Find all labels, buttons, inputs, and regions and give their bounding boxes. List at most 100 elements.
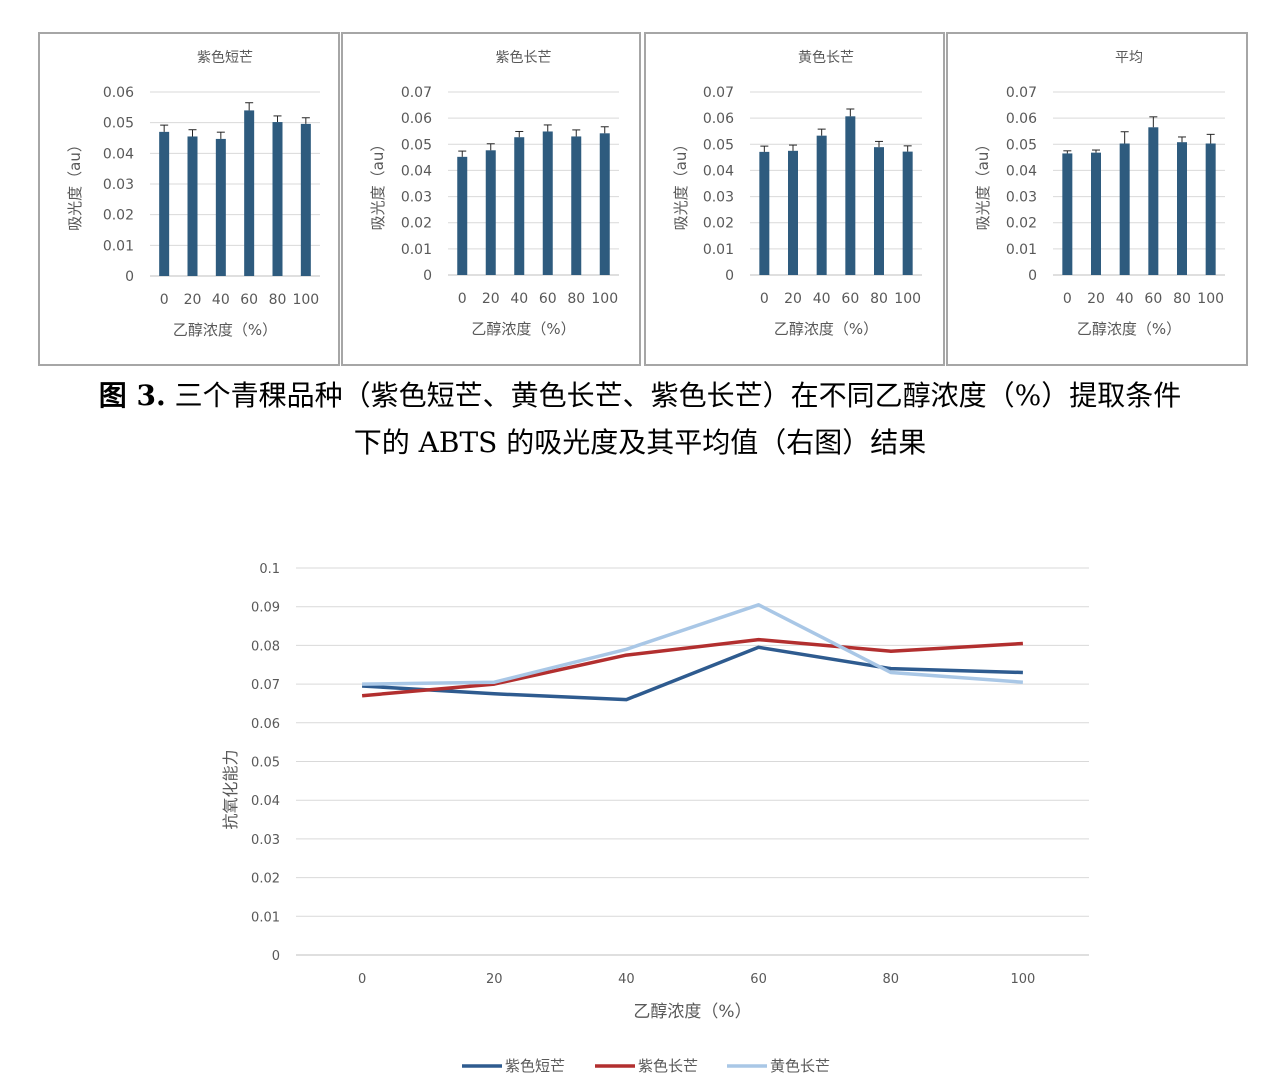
y-tick-label: 0.07 — [1006, 85, 1037, 101]
chart-title: 平均 — [1115, 50, 1143, 66]
y-axis-label: 吸光度（au） — [66, 137, 84, 231]
x-tick-label: 40 — [813, 291, 831, 307]
x-tick-label: 80 — [269, 292, 287, 308]
bar — [542, 131, 553, 275]
bar-chart-purple-long-awn: 紫色长芒 0 0.01 0.02 0.03 0.04 0.05 0.06 0.07 0 20 40 60… — [369, 49, 619, 338]
x-tick-label: 60 — [240, 292, 258, 308]
x-tick-label: 80 — [1173, 291, 1191, 307]
bar — [788, 150, 798, 275]
y-tick-label: 0.07 — [703, 85, 734, 101]
x-tick-label: 100 — [591, 291, 618, 307]
x-tick-label: 20 — [486, 972, 503, 987]
y-tick-label: 0.02 — [103, 208, 134, 224]
y-tick-label: 0 — [272, 949, 280, 964]
caption-text-1: 三个青稞品种（紫色短芒、黄色长芒、紫色长芒）在不同乙醇浓度（%）提取条件 — [165, 379, 1182, 412]
bar — [300, 123, 311, 276]
y-tick-label: 0.06 — [401, 111, 432, 127]
chart-title: 紫色短芒 — [197, 49, 253, 66]
y-tick-label: 0.04 — [703, 163, 734, 179]
y-tick-label: 0.03 — [103, 177, 134, 193]
legend-label: 紫色短芒 — [505, 1057, 565, 1075]
bar — [1062, 153, 1073, 275]
x-tick-label: 60 — [841, 291, 859, 307]
bar — [874, 147, 884, 275]
y-tick-label: 0.06 — [103, 85, 134, 101]
bar — [1091, 152, 1101, 275]
bar-chart-average: 平均 0 0.01 0.02 0.03 0.04 0.05 0.06 0.07 0 20 40 60 80… — [974, 50, 1225, 338]
y-axis-label: 吸光度（au） — [974, 137, 992, 231]
x-tick-label: 100 — [1197, 291, 1224, 307]
y-tick-label: 0.06 — [1006, 111, 1037, 127]
y-tick-label: 0.01 — [1006, 242, 1037, 258]
x-tick-label: 0 — [160, 292, 169, 308]
y-tick-label: 0 — [1028, 268, 1037, 284]
x-tick-label: 20 — [784, 291, 802, 307]
bar — [485, 150, 496, 275]
x-tick-label: 0 — [760, 291, 769, 307]
y-tick-label: 0.03 — [703, 190, 734, 206]
caption-line-1: 图 3. 三个青稞品种（紫色短芒、黄色长芒、紫色长芒）在不同乙醇浓度（%）提取条… — [0, 372, 1280, 419]
x-tick-label: 100 — [292, 292, 319, 308]
bar — [457, 156, 468, 275]
x-tick-label: 0 — [358, 972, 366, 987]
y-tick-label: 0.05 — [401, 137, 432, 153]
chart-title: 黄色长芒 — [798, 49, 854, 66]
bar-chart-panel-2: 紫色长芒 0 0.01 0.02 0.03 0.04 0.05 0.06 0.07 0 20 40 60… — [341, 32, 641, 366]
x-tick-label: 60 — [750, 972, 767, 987]
y-tick-label: 0.01 — [401, 242, 432, 258]
y-tick-label: 0.1 — [259, 562, 280, 577]
bar — [244, 110, 255, 277]
y-tick-label: 0.02 — [251, 872, 280, 887]
bar — [514, 137, 525, 275]
x-tick-label: 80 — [870, 291, 888, 307]
y-tick-label: 0.01 — [703, 242, 734, 258]
y-tick-label: 0.03 — [251, 833, 280, 848]
y-tick-label: 0.02 — [703, 216, 734, 232]
x-tick-label: 20 — [482, 291, 500, 307]
bar — [816, 135, 827, 275]
x-tick-label: 100 — [1011, 972, 1036, 987]
y-tick-label: 0.04 — [251, 794, 280, 809]
x-tick-label: 40 — [1116, 291, 1134, 307]
bar — [902, 151, 913, 275]
series-line — [362, 603, 1024, 686]
bar — [1148, 127, 1159, 276]
bar — [215, 138, 226, 276]
line-chart-antioxidant: 0 0.01 0.02 0.03 0.04 0.05 0.06 0.07 0.08 0.09 0.1… — [221, 562, 1089, 1075]
y-tick-label: 0.01 — [251, 910, 280, 925]
x-axis-label: 乙醇浓度（%） — [774, 320, 878, 338]
y-axis-label: 抗氧化能力 — [221, 749, 240, 829]
x-axis-label: 乙醇浓度（%） — [633, 1002, 751, 1022]
y-axis-label: 吸光度（au） — [672, 137, 690, 231]
y-axis-label: 吸光度（au） — [369, 137, 387, 231]
bar — [187, 136, 198, 276]
x-tick-label: 80 — [882, 972, 899, 987]
x-axis-label: 乙醇浓度（%） — [173, 321, 277, 339]
y-tick-label: 0.06 — [703, 111, 734, 127]
y-tick-label: 0.07 — [401, 85, 432, 101]
x-axis-label: 乙醇浓度（%） — [471, 320, 575, 338]
y-tick-label: 0 — [725, 268, 734, 284]
y-tick-label: 0 — [125, 269, 134, 285]
y-tick-label: 0.05 — [103, 116, 134, 132]
y-tick-label: 0.04 — [1006, 163, 1037, 179]
y-tick-label: 0.09 — [251, 601, 280, 616]
y-tick-label: 0.03 — [401, 190, 432, 206]
series-line — [361, 645, 1023, 702]
bar-chart-purple-short-awn: 紫色短芒 0 0.01 0.02 0.03 0.04 0.05 0.06 0 20 40 60 80 10… — [66, 49, 320, 339]
bar-chart-panel-4: 平均 0 0.01 0.02 0.03 0.04 0.05 0.06 0.07 0 20 40 60 80… — [946, 32, 1248, 366]
y-tick-label: 0.02 — [401, 216, 432, 232]
y-tick-label: 0.05 — [251, 756, 280, 771]
y-tick-label: 0.08 — [251, 639, 280, 654]
caption-label: 图 3. — [98, 379, 166, 412]
figure-caption: 图 3. 三个青稞品种（紫色短芒、黄色长芒、紫色长芒）在不同乙醇浓度（%）提取条… — [0, 372, 1280, 466]
chart-title: 紫色长芒 — [496, 49, 552, 66]
bar — [571, 136, 582, 275]
x-tick-label: 0 — [458, 291, 467, 307]
bar — [599, 133, 610, 275]
x-tick-label: 20 — [1087, 291, 1105, 307]
y-tick-label: 0.02 — [1006, 216, 1037, 232]
x-tick-label: 20 — [184, 292, 202, 308]
x-tick-label: 100 — [894, 291, 921, 307]
bar-chart-panel-3: 黄色长芒 0 0.01 0.02 0.03 0.04 0.05 0.06 0.07 0 20 40 60… — [644, 32, 945, 366]
